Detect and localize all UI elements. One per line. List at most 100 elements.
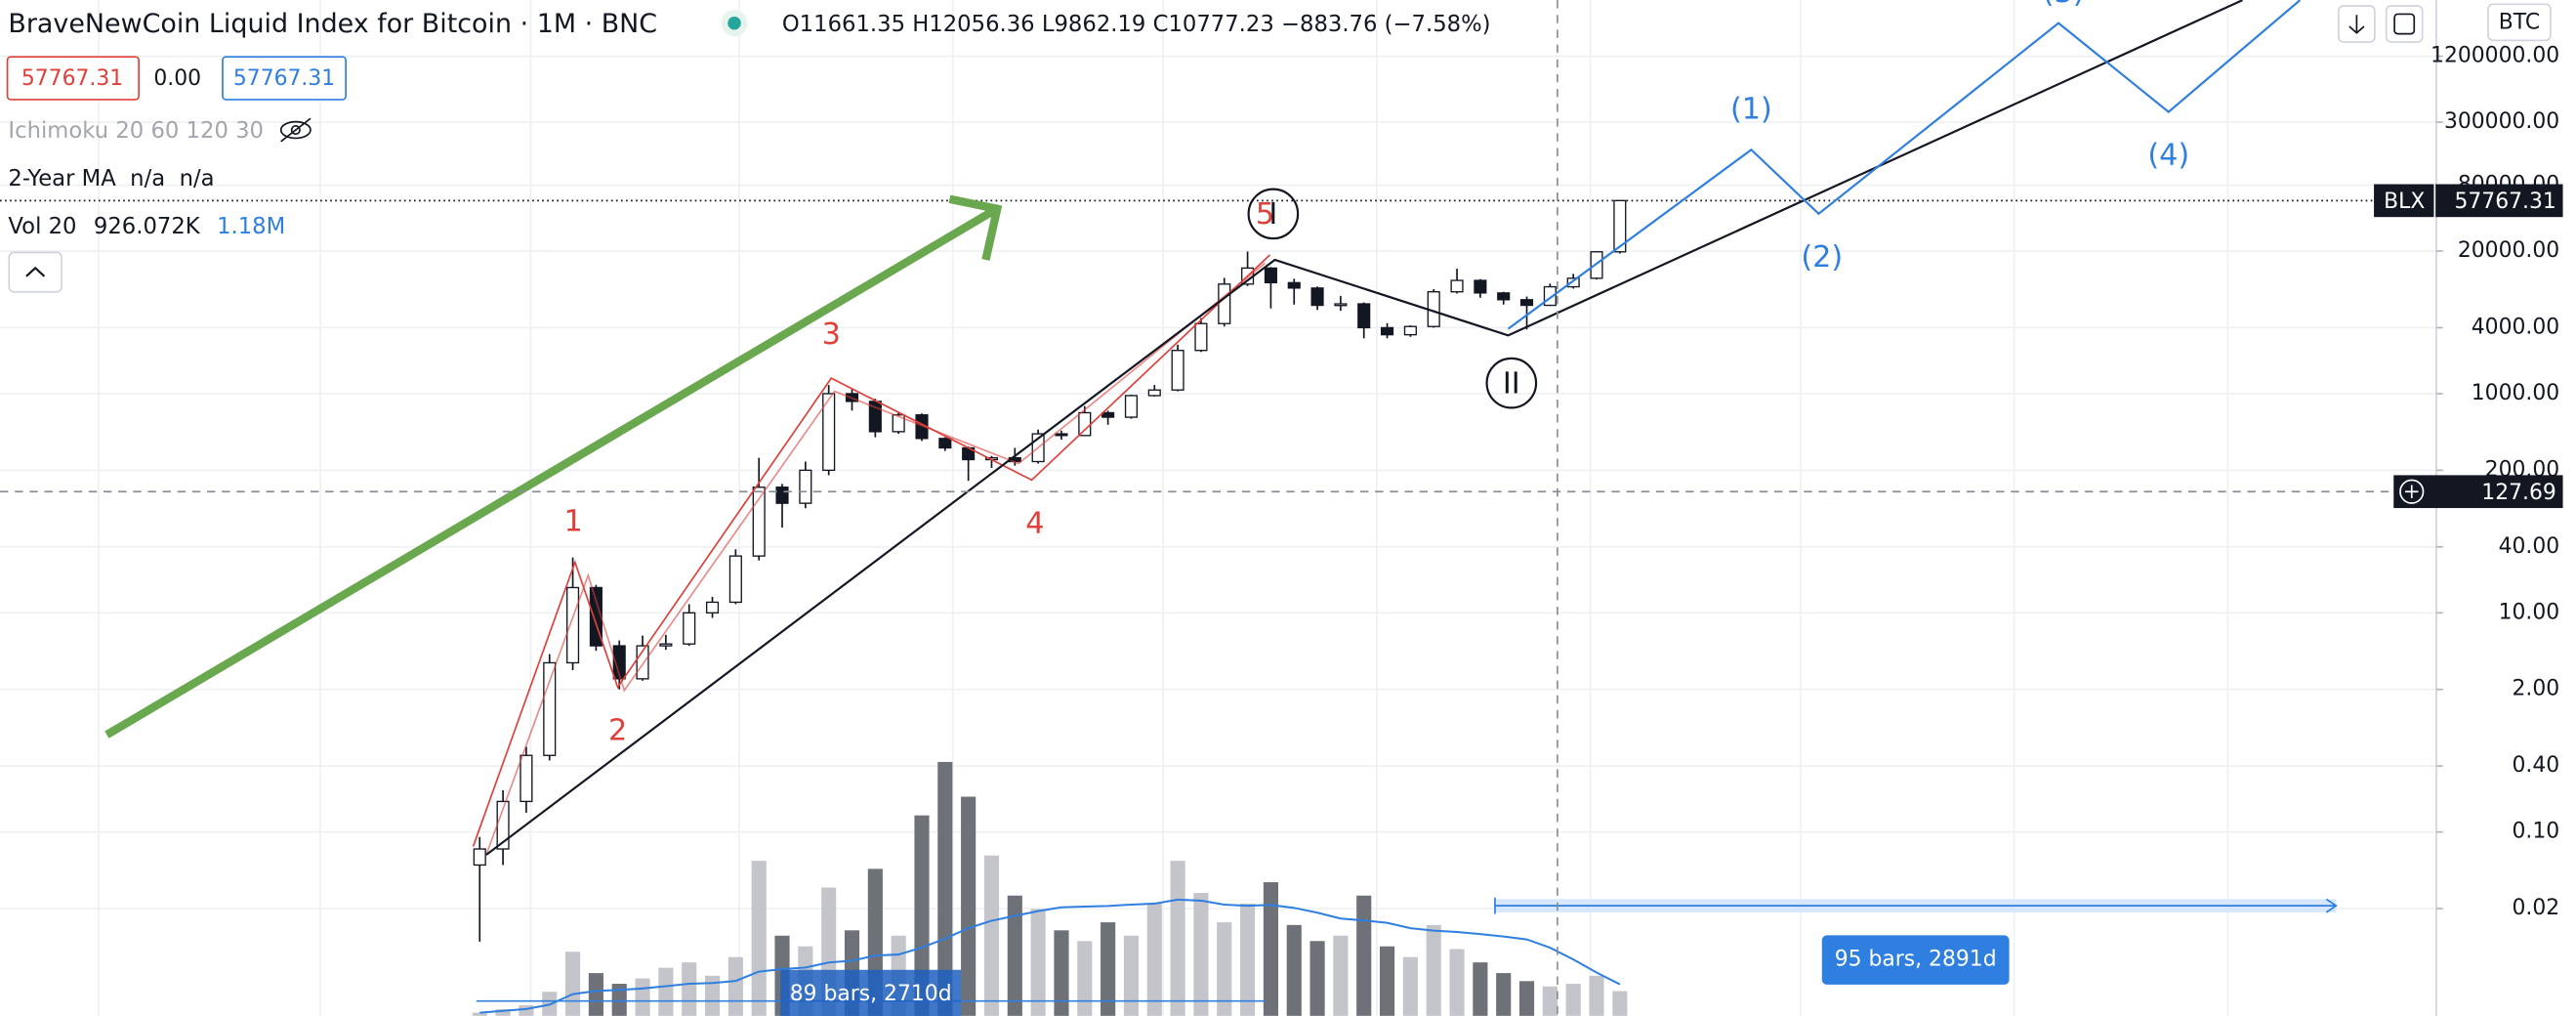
- ohlc: O11661.35 H12056.36 L9862.19 C10777.23 −…: [782, 12, 1491, 37]
- volume-bar: [1473, 962, 1488, 1016]
- volume-bar: [1612, 991, 1628, 1016]
- wave-red: [472, 254, 1271, 847]
- hidden-icon[interactable]: [279, 117, 312, 143]
- y-tick-label: 10.00: [2499, 600, 2560, 624]
- scroll-icon: [2348, 15, 2365, 34]
- volume-bar: [983, 855, 1000, 1016]
- volume-bar: [1542, 986, 1558, 1016]
- volume-bar: [1007, 895, 1022, 1016]
- y-tick-label: 4000.00: [2472, 315, 2559, 339]
- measure-label: 95 bars, 2891d: [1835, 948, 1997, 972]
- volume-bar: [635, 978, 650, 1016]
- last-price-value: 57767.31: [2454, 190, 2555, 214]
- vol-value: 926.072K: [94, 214, 201, 239]
- bid-box[interactable]: [6, 56, 141, 101]
- measure-arrow: [2325, 898, 2338, 913]
- volume-bar: [1077, 941, 1093, 1016]
- volume-bar: [961, 796, 976, 1016]
- wave-label: II: [1503, 366, 1520, 401]
- volume-bar: [682, 962, 697, 1016]
- measure-box: [780, 969, 962, 1016]
- volume-bar: [1263, 882, 1278, 1016]
- toolbar: BTC: [2338, 3, 2552, 43]
- wave-labels: 1 2 3 4 5 I II (1) (2) (3) (4): [564, 0, 2190, 747]
- volume-bar: [1565, 984, 1581, 1016]
- last-price-symbol: BLX: [2384, 190, 2425, 214]
- vol-label[interactable]: Vol 20: [8, 214, 76, 239]
- candle-body: [799, 469, 812, 504]
- volume-bar: [1379, 946, 1395, 1016]
- volume-bar: [1101, 922, 1116, 1016]
- measure-label: 89 bars, 2710d: [790, 982, 952, 1006]
- ask-box[interactable]: [222, 56, 347, 101]
- volume-bar: [1426, 924, 1441, 1016]
- candle-body: [1543, 285, 1557, 307]
- candle-body: [543, 661, 557, 756]
- volume-bar: [1240, 903, 1256, 1016]
- symbol-title: BraveNewCoin Liquid Index for Bitcoin · …: [8, 9, 657, 39]
- collapse-button[interactable]: [8, 251, 62, 293]
- y-tick-label: 0.10: [2513, 820, 2560, 844]
- wave-label: (3): [2043, 0, 2085, 10]
- y-tick-label: 0.02: [2513, 896, 2560, 920]
- wave-label: (1): [1730, 92, 1772, 126]
- candle-body: [1101, 411, 1115, 418]
- add-icon: [2399, 479, 2425, 504]
- y-tick-label: 20000.00: [2458, 238, 2559, 263]
- time-grid: [98, 0, 2229, 1016]
- candle-body: [1497, 292, 1511, 301]
- candle-body: [1171, 350, 1184, 391]
- candle-body: [1613, 199, 1627, 253]
- price-grid: [0, 55, 2436, 910]
- wave-label: (2): [1801, 240, 1843, 275]
- ask-price: 57767.31: [233, 66, 335, 91]
- currency-button[interactable]: [2487, 3, 2552, 42]
- y-tick-label: 300000.00: [2444, 109, 2559, 134]
- drawings: [104, 0, 2302, 856]
- y-tick-label: 0.40: [2513, 753, 2560, 778]
- legend: BraveNewCoin Liquid Index for Bitcoin · …: [6, 9, 1491, 293]
- collapse-icon: [25, 266, 46, 277]
- wave-circle: [1247, 188, 1300, 240]
- candle-body: [1055, 433, 1068, 437]
- wave-label: 2: [608, 713, 627, 747]
- indicator-ma[interactable]: 2-Year MA n/a n/a: [8, 166, 214, 191]
- volume-bar: [1030, 909, 1046, 1016]
- bid-price: 57767.31: [21, 66, 123, 91]
- crosshair: [0, 0, 2436, 1016]
- vol-ma-value: 1.18M: [217, 214, 285, 239]
- candle-body: [566, 586, 580, 664]
- price-tags: BLX 57767.31 127.69: [2374, 184, 2563, 509]
- wave-label: I: [1268, 197, 1277, 232]
- fullscreen-button[interactable]: [2385, 5, 2424, 43]
- volume-bar: [1449, 949, 1465, 1016]
- indicator-ichimoku[interactable]: Ichimoku 20 60 120 30: [8, 118, 264, 144]
- candle-body: [1264, 267, 1277, 284]
- spread: 0.00: [153, 66, 201, 91]
- volume-bar: [1402, 956, 1418, 1016]
- volume-bar: [565, 952, 581, 1016]
- volume-bar: [658, 967, 674, 1016]
- volume-bar: [519, 1004, 534, 1016]
- wave-label: (4): [2147, 138, 2189, 172]
- candle-body: [705, 601, 720, 614]
- candle-body: [775, 487, 789, 504]
- measure-1: 89 bars, 2710d: [476, 969, 1266, 1016]
- volume-bar: [1146, 903, 1162, 1016]
- crosshair-tag: [2393, 475, 2563, 509]
- y-tick-label: 1200000.00: [2431, 44, 2559, 68]
- trend-arrow: [104, 206, 996, 739]
- candle-body: [1124, 395, 1139, 418]
- wave-red-outline: [485, 262, 1266, 856]
- currency-label: BTC: [2499, 11, 2540, 35]
- wave-label: 4: [1025, 506, 1044, 540]
- candle-body: [1310, 287, 1324, 307]
- volume-bar: [1170, 861, 1185, 1016]
- volume-bar: [1356, 895, 1372, 1016]
- volume-bar: [1333, 935, 1349, 1016]
- volume-bar: [727, 956, 743, 1016]
- projection-blue: [1507, 0, 2302, 330]
- y-tick-label: 1000.00: [2472, 381, 2559, 405]
- volume-bar: [1123, 935, 1140, 1016]
